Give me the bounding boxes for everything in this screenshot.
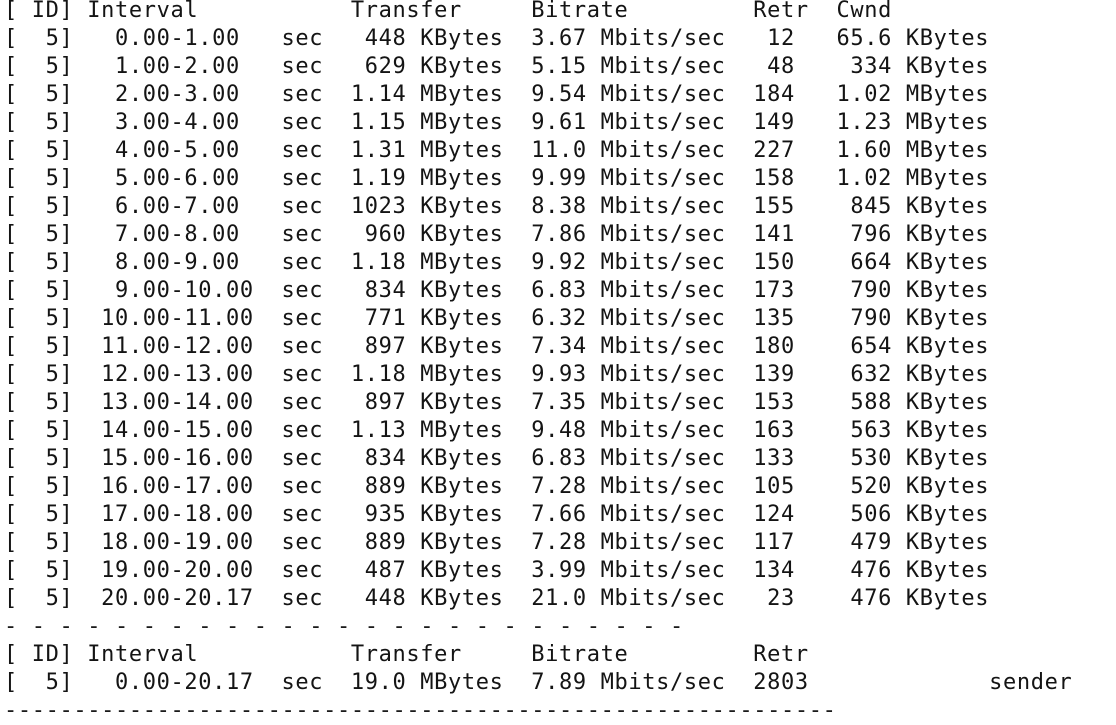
interval-row: [ 5] 8.00-9.00 sec 1.18 MBytes 9.92 Mbit… (4, 250, 990, 275)
terminal-output[interactable]: [ ID] Interval Transfer Bitrate Retr Cwn… (4, 0, 1072, 725)
interval-row: [ 5] 18.00-19.00 sec 889 KBytes 7.28 Mbi… (4, 530, 990, 555)
summary-sender-row: [ 5] 0.00-20.17 sec 19.0 MBytes 7.89 Mbi… (4, 670, 1073, 695)
summary-table-header: [ ID] Interval Transfer Bitrate Retr (4, 642, 809, 667)
interval-row: [ 5] 14.00-15.00 sec 1.13 MBytes 9.48 Mb… (4, 418, 990, 443)
interval-row: [ 5] 11.00-12.00 sec 897 KBytes 7.34 Mbi… (4, 334, 990, 359)
interval-row: [ 5] 7.00-8.00 sec 960 KBytes 7.86 Mbits… (4, 222, 990, 247)
interval-row: [ 5] 19.00-20.00 sec 487 KBytes 3.99 Mbi… (4, 558, 990, 583)
solid-separator: ----------------------------------------… (4, 698, 837, 723)
interval-row: [ 5] 16.00-17.00 sec 889 KBytes 7.28 Mbi… (4, 474, 990, 499)
interval-row: [ 5] 17.00-18.00 sec 935 KBytes 7.66 Mbi… (4, 502, 990, 527)
interval-row: [ 5] 6.00-7.00 sec 1023 KBytes 8.38 Mbit… (4, 194, 990, 219)
interval-row: [ 5] 12.00-13.00 sec 1.18 MBytes 9.93 Mb… (4, 362, 990, 387)
interval-row: [ 5] 5.00-6.00 sec 1.19 MBytes 9.99 Mbit… (4, 166, 990, 191)
interval-row: [ 5] 3.00-4.00 sec 1.15 MBytes 9.61 Mbit… (4, 110, 990, 135)
interval-table-header: [ ID] Interval Transfer Bitrate Retr Cwn… (4, 0, 893, 23)
interval-row: [ 5] 13.00-14.00 sec 897 KBytes 7.35 Mbi… (4, 390, 990, 415)
interval-row: [ 5] 10.00-11.00 sec 771 KBytes 6.32 Mbi… (4, 306, 990, 331)
interval-row: [ 5] 9.00-10.00 sec 834 KBytes 6.83 Mbit… (4, 278, 990, 303)
interval-row: [ 5] 15.00-16.00 sec 834 KBytes 6.83 Mbi… (4, 446, 990, 471)
interval-row: [ 5] 4.00-5.00 sec 1.31 MBytes 11.0 Mbit… (4, 138, 990, 163)
interval-row: [ 5] 20.00-20.17 sec 448 KBytes 21.0 Mbi… (4, 586, 990, 611)
interval-row: [ 5] 2.00-3.00 sec 1.14 MBytes 9.54 Mbit… (4, 82, 990, 107)
dashed-separator: - - - - - - - - - - - - - - - - - - - - … (4, 614, 684, 639)
interval-row: [ 5] 0.00-1.00 sec 448 KBytes 3.67 Mbits… (4, 26, 990, 51)
interval-row: [ 5] 1.00-2.00 sec 629 KBytes 5.15 Mbits… (4, 54, 990, 79)
